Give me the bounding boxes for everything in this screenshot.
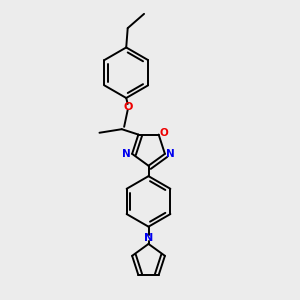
Text: N: N — [144, 233, 153, 243]
Text: O: O — [123, 102, 132, 112]
Text: N: N — [166, 149, 175, 159]
Text: O: O — [160, 128, 168, 138]
Text: N: N — [122, 149, 131, 159]
